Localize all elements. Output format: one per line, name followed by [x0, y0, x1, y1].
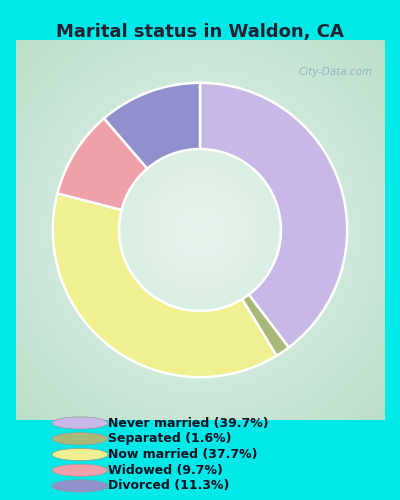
Text: Divorced (11.3%): Divorced (11.3%): [108, 480, 229, 492]
Wedge shape: [58, 118, 147, 210]
Text: Marital status in Waldon, CA: Marital status in Waldon, CA: [56, 22, 344, 40]
Wedge shape: [242, 294, 289, 356]
Circle shape: [52, 448, 108, 460]
Circle shape: [52, 480, 108, 492]
Wedge shape: [200, 83, 347, 347]
Text: Now married (37.7%): Now married (37.7%): [108, 448, 258, 461]
Wedge shape: [53, 194, 276, 377]
Text: Separated (1.6%): Separated (1.6%): [108, 432, 232, 446]
Text: Widowed (9.7%): Widowed (9.7%): [108, 464, 223, 477]
Wedge shape: [104, 83, 200, 168]
Text: Never married (39.7%): Never married (39.7%): [108, 416, 269, 430]
Text: City-Data.com: City-Data.com: [299, 66, 373, 76]
Circle shape: [52, 432, 108, 445]
Circle shape: [52, 417, 108, 429]
Circle shape: [52, 464, 108, 476]
